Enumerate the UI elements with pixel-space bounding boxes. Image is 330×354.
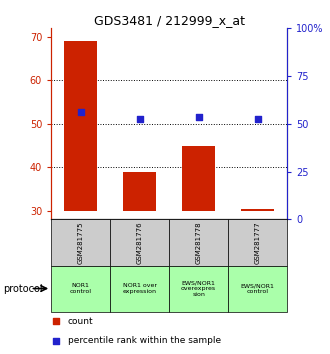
Text: NOR1 over
expression: NOR1 over expression bbox=[123, 283, 157, 294]
Point bbox=[78, 110, 83, 115]
Bar bbox=[51, 266, 110, 312]
Point bbox=[53, 319, 58, 324]
Point bbox=[137, 116, 142, 122]
Text: GSM281777: GSM281777 bbox=[255, 221, 261, 264]
Bar bbox=[110, 219, 169, 266]
Text: GSM281778: GSM281778 bbox=[196, 221, 202, 264]
Text: percentile rank within the sample: percentile rank within the sample bbox=[68, 336, 221, 345]
Text: EWS/NOR1
overexpres
sion: EWS/NOR1 overexpres sion bbox=[181, 280, 216, 297]
Bar bbox=[169, 219, 228, 266]
Text: EWS/NOR1
control: EWS/NOR1 control bbox=[241, 283, 275, 294]
Point bbox=[196, 114, 201, 120]
Bar bbox=[169, 266, 228, 312]
Bar bbox=[64, 41, 97, 211]
Text: protocol: protocol bbox=[3, 284, 43, 293]
Bar bbox=[182, 145, 215, 211]
Text: GSM281775: GSM281775 bbox=[78, 221, 83, 264]
Bar bbox=[110, 266, 169, 312]
Title: GDS3481 / 212999_x_at: GDS3481 / 212999_x_at bbox=[94, 14, 245, 27]
Text: GSM281776: GSM281776 bbox=[137, 221, 143, 264]
Point bbox=[255, 116, 260, 122]
Bar bbox=[228, 219, 287, 266]
Bar bbox=[123, 172, 156, 211]
Bar bbox=[51, 219, 110, 266]
Point bbox=[53, 338, 58, 343]
Text: NOR1
control: NOR1 control bbox=[70, 283, 92, 294]
Text: count: count bbox=[68, 317, 93, 326]
Bar bbox=[241, 209, 274, 211]
Bar bbox=[228, 266, 287, 312]
